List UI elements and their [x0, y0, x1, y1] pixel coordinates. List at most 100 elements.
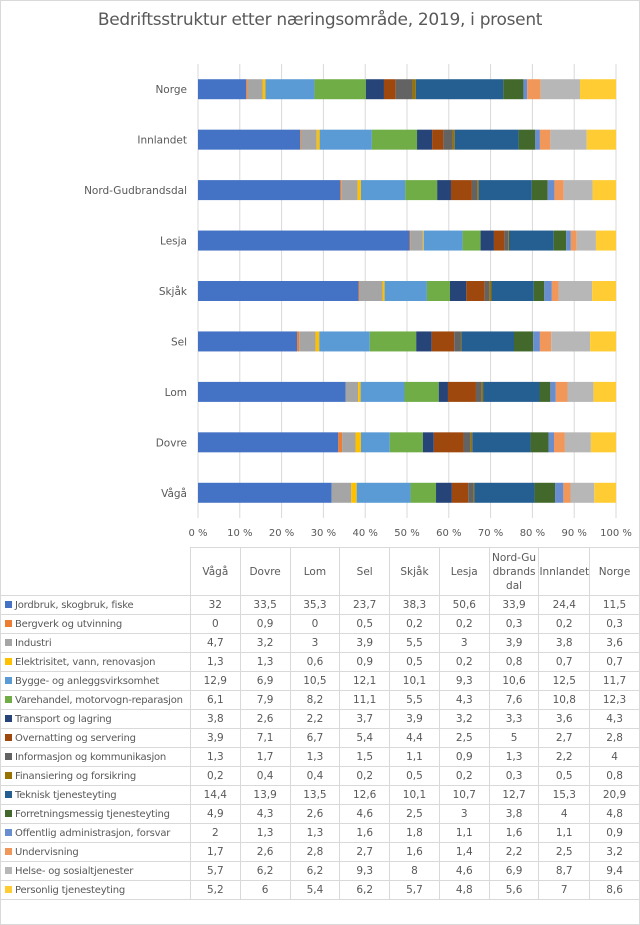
table-cell: 38,3 — [389, 595, 440, 615]
empty-cell — [439, 899, 490, 925]
table-cell: 2,5 — [389, 804, 440, 824]
table-cell: 2,7 — [339, 842, 391, 862]
table-cell: 0,9 — [438, 747, 490, 767]
category-label: Skjåk — [159, 285, 188, 298]
data-table: Vågå Dovre Lom Sel Skjåk Lesja Nord-​Gudbran​d… — [0, 547, 640, 925]
table-cell: 4 — [538, 804, 591, 824]
legend-entry: Informasjon og kommunikasjon — [0, 747, 191, 767]
legend-swatch-icon — [5, 600, 12, 608]
bar-segment — [358, 281, 360, 301]
bar-segment — [246, 79, 248, 100]
legend-entry: Overnatting og servering — [0, 728, 191, 748]
table-row: Teknisk tjenesteyting 14,4 13,9 13,5 12,6 10,… — [0, 785, 640, 805]
table-cell: 1,1 — [438, 823, 490, 843]
bar-segment — [417, 129, 433, 150]
table-cell: 0,9 — [239, 614, 291, 634]
table-cell: 2,2 — [289, 709, 341, 729]
bar-segment — [262, 79, 266, 100]
bar-segment — [468, 482, 474, 503]
bar-segment — [523, 79, 528, 100]
column-header: Nord-​Gudbran​dsdal — [488, 547, 540, 596]
table-cell: 9,3 — [339, 861, 391, 881]
bar-segment — [360, 381, 405, 402]
bar-segment — [533, 281, 545, 301]
category-label: Dovre — [156, 437, 187, 449]
table-cell: 5,5 — [389, 633, 440, 653]
table-cell: 0,2 — [538, 614, 591, 634]
bar-segment — [473, 482, 475, 503]
bar-segment — [198, 331, 298, 352]
empty-cell — [190, 899, 241, 925]
bar-segment — [484, 281, 490, 301]
bar-segment — [449, 281, 467, 301]
bar-chart: Vågå Dovre Lom Sel Skjåk Lesja Nord-Gudbrandsd… — [84, 64, 632, 539]
bar-segment — [447, 381, 476, 402]
bar-segment — [198, 432, 339, 453]
bar-group — [198, 482, 616, 503]
table-cell: 23,7 — [339, 595, 391, 615]
bar-group — [198, 230, 616, 251]
table-cell: 3,8 — [488, 804, 540, 824]
bar-segment — [355, 432, 361, 453]
bar-segment — [371, 129, 418, 150]
table-cell: 2,5 — [438, 728, 490, 748]
bar-segment — [432, 129, 444, 150]
column-header: Lom — [289, 547, 341, 596]
bar-segment — [590, 331, 616, 352]
empty-cell — [389, 899, 440, 925]
bar-segment — [297, 331, 300, 352]
bar-segment — [395, 79, 413, 100]
column-header: Sel — [339, 547, 391, 596]
legend-swatch-icon — [5, 828, 12, 836]
column-header: Lesja — [438, 547, 490, 596]
legend-entry: Jordbruk, skogbruk, fiske — [0, 595, 191, 615]
bar-segment — [359, 281, 383, 301]
bar-segment — [539, 331, 552, 352]
bar-segment — [198, 180, 340, 201]
bar-segment — [595, 230, 616, 251]
table-cell: 0,7 — [538, 652, 591, 672]
table-row: Offentlig administrasjon, forsvar 2 1,3 1,3… — [0, 823, 640, 843]
table-cell: 3,9 — [488, 633, 540, 653]
table-cell: 12,1 — [339, 671, 391, 691]
series-name: Elektrisitet, vann, renovasjon — [15, 656, 156, 668]
table-cell: 10,6 — [488, 671, 540, 691]
legend-swatch-icon — [5, 790, 12, 798]
bar-segment — [579, 79, 616, 100]
x-tick-label: 50 % — [394, 528, 419, 539]
table-cell: 2,6 — [289, 804, 341, 824]
legend-entry: Varehandel, motorvogn-reparasjon — [0, 690, 191, 710]
bar-segment — [514, 331, 534, 352]
table-cell: 4,3 — [589, 709, 640, 729]
bar-segment — [410, 482, 437, 503]
legend-entry: Elektrisitet, vann, renovasjon — [0, 652, 191, 672]
bar-segment — [339, 180, 342, 201]
table-cell: 8 — [389, 861, 440, 881]
table-corner — [0, 547, 191, 596]
bar-segment — [300, 129, 317, 150]
bar-segment — [460, 331, 462, 352]
table-cell: 2,2 — [488, 842, 540, 862]
table-cell: 2,8 — [289, 842, 341, 862]
table-cell: 9,3 — [438, 671, 490, 691]
table-header-row: Vågå Dovre Lom Sel Skjåk Lesja Nord-​Gudbran​d… — [0, 547, 640, 596]
x-tick-label: 30 % — [311, 528, 336, 539]
bar-group — [198, 79, 616, 100]
bar-segment — [586, 129, 616, 150]
table-cell: 0,3 — [488, 614, 540, 634]
bar-segment — [534, 482, 556, 503]
table-cell: 3,2 — [438, 709, 490, 729]
bar-group — [198, 432, 616, 453]
bar-segment — [531, 180, 548, 201]
bar-segment — [592, 180, 616, 201]
table-cell: 0,2 — [189, 766, 241, 786]
bar-segment — [198, 79, 247, 100]
legend-swatch-icon — [5, 714, 12, 722]
bar-segment — [433, 432, 464, 453]
table-cell: 9,4 — [589, 861, 640, 881]
table-cell: 6,9 — [488, 861, 540, 881]
table-row: Transport og lagring 3,8 2,6 2,2 3,7 3,9 3,2 3,… — [0, 709, 640, 729]
table-cell: 5 — [488, 728, 540, 748]
bar-segment — [265, 79, 315, 100]
bar-segment — [426, 281, 450, 301]
